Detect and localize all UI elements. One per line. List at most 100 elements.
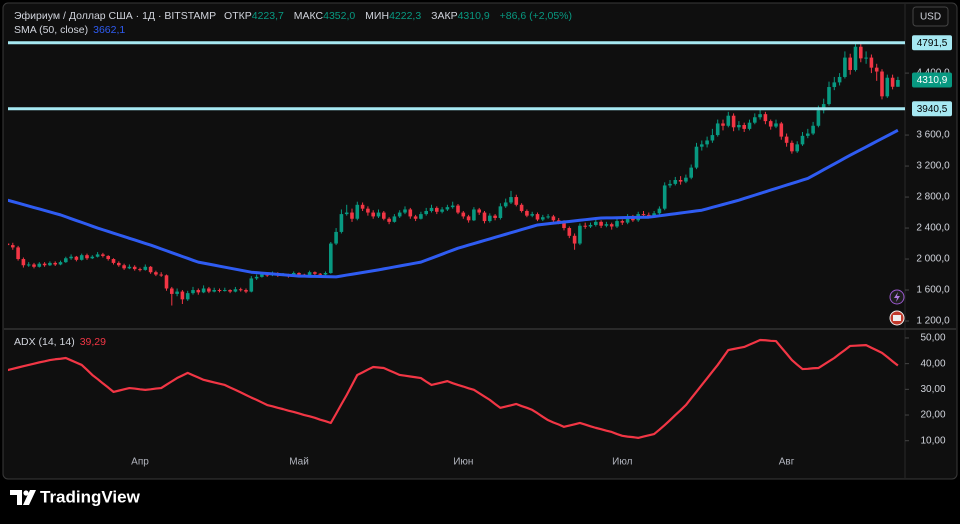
candle-body — [53, 262, 57, 265]
candle-body — [562, 221, 566, 229]
candle-body — [164, 275, 169, 289]
change-value: +86,6 (+2,05%) — [499, 10, 573, 22]
candle-body — [450, 205, 455, 208]
sma-line — [8, 128, 899, 279]
candle-body — [668, 183, 672, 186]
candle-body — [689, 167, 693, 178]
candle-body — [408, 209, 413, 217]
candle-body — [207, 288, 211, 292]
candle-body — [551, 216, 556, 221]
candle-body — [700, 144, 704, 147]
candle-body — [625, 216, 630, 223]
candle-body — [334, 231, 338, 244]
candle-body — [731, 115, 736, 128]
y-tick-label: 2 400,0 — [916, 223, 950, 234]
candle-body — [413, 216, 418, 219]
candle-body — [721, 123, 725, 126]
candle-body — [519, 204, 524, 212]
main-pane — [8, 42, 900, 306]
y-tick-label: 3 200,0 — [916, 161, 950, 172]
candle-body — [503, 202, 508, 207]
candle-body — [175, 291, 179, 294]
ohlc-label: ОТКР — [224, 10, 252, 22]
candle-body — [493, 215, 497, 218]
candle-body — [238, 289, 243, 291]
candle-body — [318, 273, 322, 275]
candle-body — [662, 185, 667, 209]
candle-body — [694, 146, 699, 168]
candle-body — [297, 272, 301, 275]
candle-body — [138, 269, 142, 271]
ohlc-label: МАКС — [293, 10, 324, 22]
candle-body — [546, 216, 550, 218]
candle-body — [880, 71, 884, 97]
candle-body — [387, 218, 391, 222]
candle-body — [329, 243, 333, 273]
candle-body — [541, 217, 545, 220]
candle-body — [488, 215, 492, 222]
level-tag-label: 4791,5 — [917, 38, 948, 49]
candle-body — [848, 57, 852, 70]
candle-body — [869, 57, 874, 68]
candle-body — [69, 256, 73, 259]
y-tick-label: 20,00 — [920, 410, 945, 421]
symbol-legend: Эфириум / Доллар США · 1Д · BITSTAMP ОТК… — [14, 10, 579, 22]
candle-body — [429, 207, 434, 212]
ohlc-value: 4310,9 — [457, 10, 490, 22]
candle-body — [254, 276, 259, 279]
candle-body — [874, 67, 879, 72]
candle-body — [117, 262, 121, 266]
candle-body — [21, 259, 26, 266]
candle-body — [795, 144, 799, 152]
candle-body — [32, 264, 36, 267]
adx-pane — [8, 338, 899, 439]
candle-body — [604, 224, 609, 226]
candle-body — [456, 205, 460, 213]
candle-body — [742, 124, 746, 129]
candle-body — [445, 207, 450, 210]
candle-body — [185, 293, 190, 300]
last-price-tag — [912, 72, 952, 88]
candle-body — [843, 57, 847, 77]
sma-value: 3662,1 — [93, 24, 126, 36]
candle-body — [710, 135, 715, 141]
currency-label[interactable]: USD — [920, 12, 941, 23]
candle-body — [678, 180, 683, 182]
alert-icon-glyph — [894, 292, 900, 302]
candle-body — [482, 212, 487, 222]
candle-body — [191, 290, 195, 294]
candle-body — [154, 272, 158, 275]
x-tick-label: Авг — [779, 457, 795, 468]
y-tick-label: 30,00 — [920, 384, 945, 395]
candle-body — [768, 121, 773, 127]
y-tick-label: 1 600,0 — [916, 285, 950, 296]
candle-body — [74, 256, 79, 260]
candle-body — [784, 136, 789, 143]
candle-body — [79, 255, 84, 260]
candle-body — [392, 216, 397, 222]
logo[interactable]: TradingView — [10, 487, 141, 506]
candle-body — [779, 123, 784, 137]
candle-body — [148, 266, 153, 273]
candle-body — [223, 290, 227, 292]
ohlc-label: ЗАКР — [431, 10, 458, 22]
candle-body — [583, 225, 587, 227]
candle-body — [641, 214, 646, 216]
candle-body — [652, 213, 656, 216]
candle-body — [339, 214, 344, 232]
candle-body — [594, 221, 598, 225]
adx-value: 39,29 — [79, 336, 106, 348]
candle-body — [419, 214, 423, 219]
currency-button[interactable] — [912, 6, 949, 27]
candle-body — [26, 264, 31, 266]
candle-body — [228, 290, 232, 292]
candle-body — [647, 214, 651, 216]
candle-body — [684, 177, 688, 182]
candle-body — [122, 265, 126, 269]
candle-body — [201, 288, 206, 293]
candle-body — [366, 208, 370, 213]
candle-body — [530, 214, 534, 216]
candle-body — [800, 135, 805, 145]
